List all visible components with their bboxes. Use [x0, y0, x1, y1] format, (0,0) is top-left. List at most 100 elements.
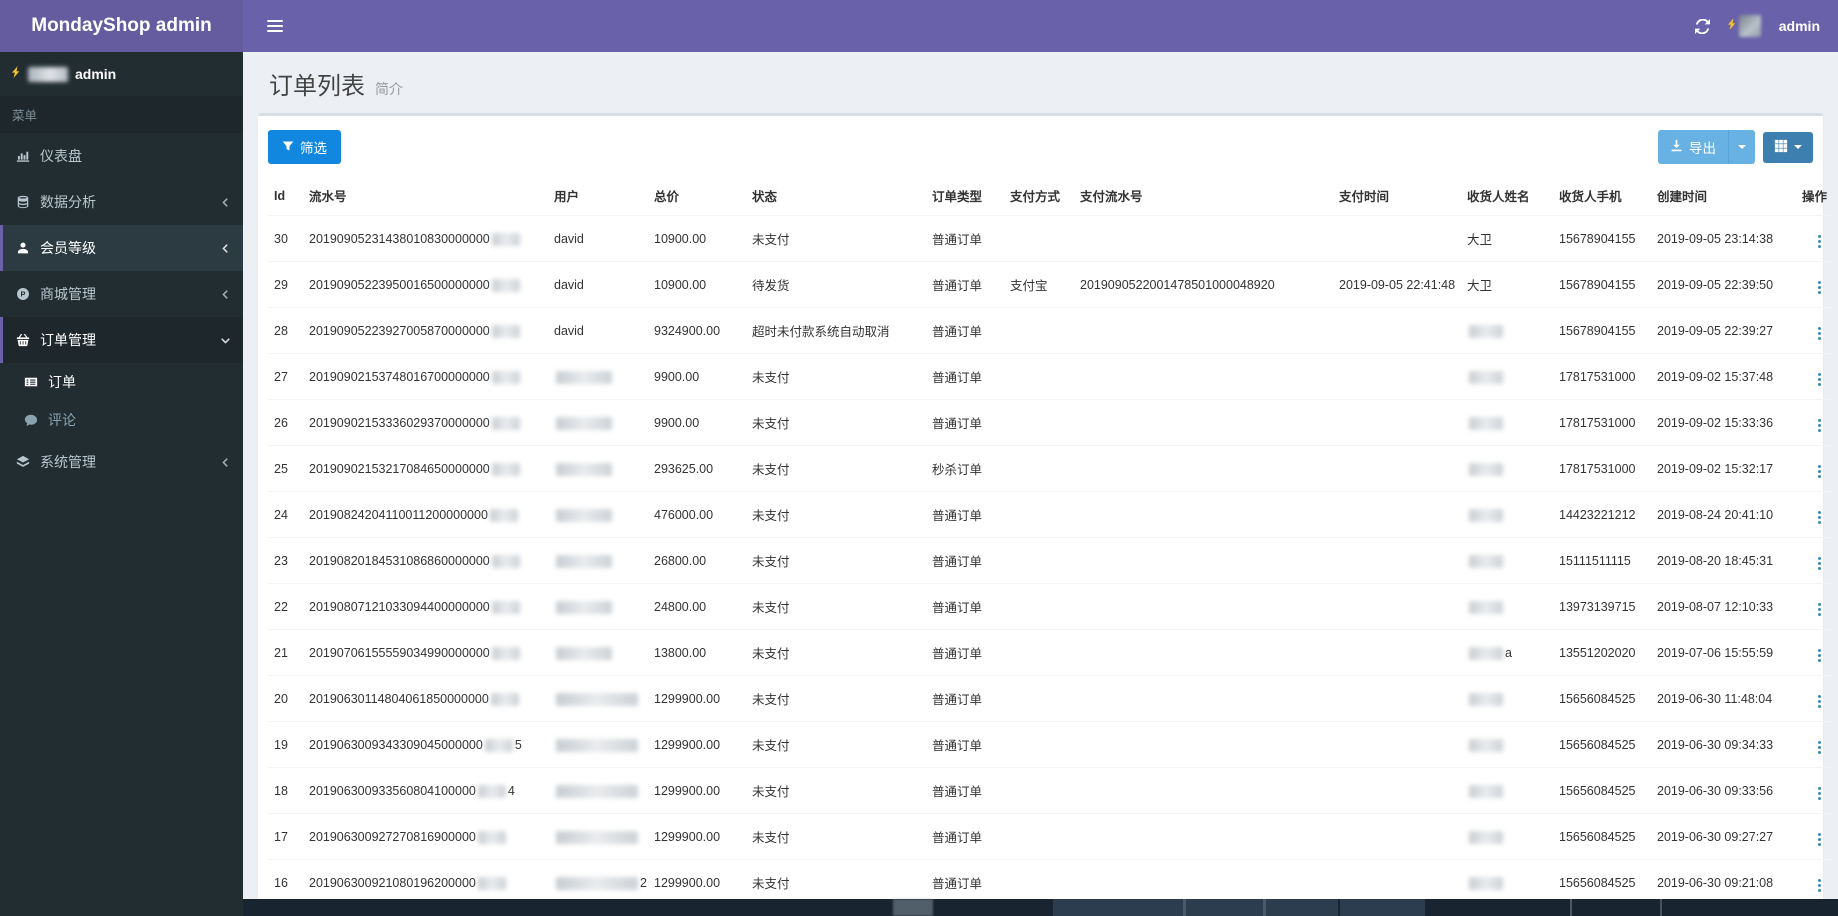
cell-pay-serial	[1074, 675, 1333, 722]
row-actions-button[interactable]	[1812, 831, 1827, 848]
cell-order-type: 普通订单	[926, 675, 1004, 722]
cell-pay-serial	[1074, 583, 1333, 630]
cell-total: 26800.00	[648, 537, 746, 584]
cell-user: david	[548, 261, 648, 308]
cell-receiver-phone: 15678904155	[1553, 307, 1651, 354]
cell-total: 10900.00	[648, 215, 746, 262]
cell-pay-method	[1004, 859, 1074, 906]
censored-blur	[1469, 738, 1503, 752]
cell-receiver-phone: 17817531000	[1553, 445, 1651, 492]
censored-blur	[556, 554, 612, 568]
cell-receiver-phone: 13973139715	[1553, 583, 1651, 630]
cell-id: 24	[268, 491, 303, 538]
download-icon	[1670, 139, 1683, 155]
row-actions-button[interactable]	[1812, 601, 1827, 618]
export-button[interactable]: 导出	[1658, 130, 1728, 164]
table-row: 21 20190706155559034990000000 13800.00 未支付普…	[268, 629, 1833, 676]
sidebar-item-仪表盘[interactable]: 仪表盘	[0, 133, 243, 179]
sidebar-item-会员等级[interactable]: 会员等级	[0, 225, 243, 271]
cell-pay-serial	[1074, 353, 1333, 400]
row-actions-button[interactable]	[1812, 417, 1827, 434]
censored-blur	[490, 692, 519, 706]
export-split-button: 导出	[1658, 130, 1755, 164]
cell-created-time: 2019-09-05 22:39:50	[1651, 261, 1791, 308]
row-actions-button[interactable]	[1812, 785, 1827, 802]
row-actions-button[interactable]	[1812, 279, 1827, 296]
cell-serial: 20190706155559034990000000	[303, 629, 548, 676]
cell-pay-serial	[1074, 537, 1333, 584]
cell-user	[548, 537, 648, 584]
row-actions-button[interactable]	[1812, 555, 1827, 572]
censored-blur	[1469, 324, 1503, 338]
horizontal-scrollbar[interactable]	[243, 899, 1838, 916]
sidebar-item-系统管理[interactable]: 系统管理	[0, 439, 243, 485]
cell-actions	[1791, 675, 1833, 722]
censored-blur	[1469, 554, 1503, 568]
cell-actions	[1791, 261, 1833, 308]
cell-receiver-phone: 15678904155	[1553, 261, 1651, 308]
cell-pay-time	[1333, 307, 1461, 354]
box-header: 筛选 导出	[258, 116, 1823, 176]
sidebar-user-name: admin	[75, 66, 117, 82]
columns-visibility-button[interactable]	[1763, 131, 1813, 163]
cell-user	[548, 629, 648, 676]
censored-blur	[1469, 416, 1503, 430]
cell-user	[548, 353, 648, 400]
sidebar-item-label: 数据分析	[40, 194, 96, 210]
censored-blur	[1469, 508, 1503, 522]
cell-created-time: 2019-06-30 09:21:08	[1651, 859, 1791, 906]
user-avatar[interactable]	[1727, 15, 1761, 37]
row-actions-button[interactable]	[1812, 233, 1827, 250]
row-actions-button[interactable]	[1812, 739, 1827, 756]
row-actions-button[interactable]	[1812, 693, 1827, 710]
comment-icon	[23, 413, 39, 427]
row-actions-button[interactable]	[1812, 509, 1827, 526]
cell-pay-method	[1004, 721, 1074, 768]
sidebar-item-0: 仪表盘	[0, 133, 243, 179]
column-header-收货人手机: 收货人手机	[1553, 176, 1651, 216]
cell-total: 10900.00	[648, 261, 746, 308]
row-actions-button[interactable]	[1812, 877, 1827, 894]
user-menu[interactable]: admin	[1778, 18, 1820, 34]
table-row: 18 201906300933560804100000 4 1299900.00 未支付…	[268, 767, 1833, 814]
cell-actions	[1791, 629, 1833, 676]
brand-logo[interactable]: MondayShop admin	[0, 0, 243, 52]
cell-actions	[1791, 537, 1833, 584]
cell-user	[548, 583, 648, 630]
cell-pay-method	[1004, 399, 1074, 446]
sidebar-toggle-button[interactable]	[259, 12, 291, 40]
sidebar-item-数据分析[interactable]: 数据分析	[0, 179, 243, 225]
database-icon	[15, 195, 31, 209]
row-actions-button[interactable]	[1812, 371, 1827, 388]
filter-button-label: 筛选	[300, 141, 327, 156]
row-actions-button[interactable]	[1812, 647, 1827, 664]
cell-pay-serial: 2019090522001478501000048920	[1074, 261, 1333, 308]
censored-blur	[1469, 646, 1503, 660]
sidebar-item-商城管理[interactable]: P 商城管理	[0, 271, 243, 317]
filter-button[interactable]: 筛选	[268, 130, 341, 164]
sidebar-subitem-订单[interactable]: 订单	[0, 363, 243, 401]
refresh-icon[interactable]	[1694, 18, 1710, 34]
censored-blur	[491, 370, 520, 384]
cell-total: 13800.00	[648, 629, 746, 676]
row-actions-button[interactable]	[1812, 463, 1827, 480]
export-dropdown-toggle[interactable]	[1728, 130, 1755, 164]
cell-receiver-name	[1461, 813, 1553, 860]
cell-user	[548, 491, 648, 538]
sidebar-menu-header: 菜单	[0, 96, 243, 133]
cell-receiver-name	[1461, 399, 1553, 446]
cell-total: 1299900.00	[648, 813, 746, 860]
cell-pay-time	[1333, 721, 1461, 768]
cell-actions	[1791, 859, 1833, 906]
cell-total: 1299900.00	[648, 675, 746, 722]
row-actions-button[interactable]	[1812, 325, 1827, 342]
sidebar-subitem-评论[interactable]: 评论	[0, 401, 243, 439]
censored-blur	[491, 554, 520, 568]
column-header-操作: 操作	[1791, 176, 1833, 216]
content-area: 订单列表 简介 筛选 导出	[243, 52, 1838, 916]
cell-status: 未支付	[746, 445, 926, 492]
sidebar-item-订单管理[interactable]: 订单管理	[0, 317, 243, 363]
cell-id: 25	[268, 445, 303, 492]
cell-receiver-name	[1461, 445, 1553, 492]
sidebar-item-label: 商城管理	[40, 286, 96, 302]
